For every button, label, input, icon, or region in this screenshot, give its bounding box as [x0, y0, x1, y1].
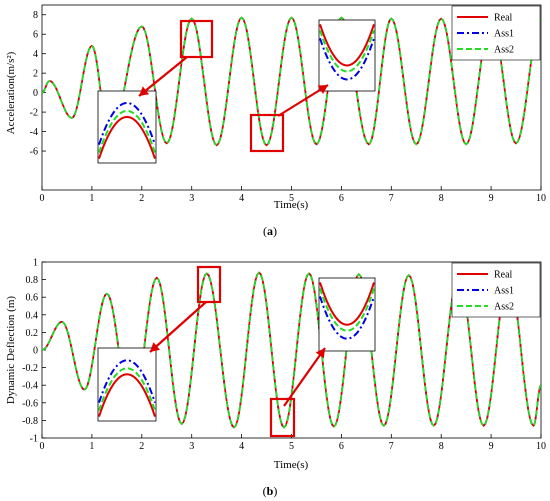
- y-tick-label: -4: [30, 127, 38, 138]
- x-tick-label: 10: [536, 441, 546, 452]
- y-tick-label: 6: [33, 30, 38, 41]
- y-tick-label: -0.4: [22, 381, 38, 392]
- deflection-chart: Dynamic Deflection (m) Time(s) (b) 0 1 2 3 4…: [5, 258, 546, 499]
- x-tick-label: 8: [439, 441, 444, 452]
- x-tick-label: 6: [339, 193, 344, 204]
- caption-a: (a): [263, 224, 277, 238]
- zoom-curve-real: [319, 23, 375, 67]
- zoom-arrowhead: [315, 348, 325, 359]
- zoom-panel: [318, 277, 376, 352]
- zoom-source-box: [249, 113, 285, 153]
- zoom-arrow: [138, 56, 188, 97]
- zoom-curve-ass1: [319, 296, 375, 340]
- x-tick-label: 3: [189, 193, 194, 204]
- zoom-arrowhead: [317, 85, 328, 94]
- x-axis-label-b: Time(s): [274, 459, 309, 471]
- y-tick-label: 2: [33, 69, 38, 80]
- x-tick-label: 7: [389, 441, 394, 452]
- x-tick-label: 4: [239, 193, 244, 204]
- legend: Real Ass1 Ass2: [451, 5, 541, 61]
- zoom-curve-real: [319, 282, 375, 326]
- x-tick-label: 0: [40, 193, 45, 204]
- y-tick-label: -0.6: [22, 398, 38, 409]
- x-tick-label: 4: [239, 441, 244, 452]
- y-tick-label: 8: [33, 10, 38, 21]
- zoom-panel: [97, 347, 157, 422]
- y-tick-label: -0.2: [22, 363, 38, 374]
- x-tick-label: 5: [289, 193, 294, 204]
- y-axis-label-a: Acceleration(m/s²): [5, 51, 17, 134]
- legend-label-ass2: Ass2: [494, 302, 514, 313]
- y-tick-label: -2: [30, 108, 38, 119]
- legend-box: [451, 262, 541, 318]
- y-tick-label: 0.2: [26, 328, 39, 339]
- zoom-inset-2: [249, 19, 376, 153]
- y-tick-label: -0.8: [22, 416, 38, 427]
- y-tick-label: -1: [30, 434, 38, 445]
- legend-label-ass1: Ass1: [494, 29, 514, 40]
- zoom-source-box: [179, 19, 214, 59]
- zoom-inset-1: [97, 19, 214, 164]
- x-tick-label: 9: [489, 193, 494, 204]
- x-tick-label: 2: [139, 441, 144, 452]
- zoom-curve-real: [98, 115, 156, 160]
- x-tick-label: 0: [40, 441, 45, 452]
- y-tick-label: 0: [33, 346, 38, 357]
- y-axis-label-b: Dynamic Deflection (m): [5, 296, 17, 404]
- zoom-inset-1: [97, 265, 222, 422]
- x-tick-label: 9: [489, 441, 494, 452]
- zoom-source-box: [196, 265, 222, 304]
- zoom-arrow: [277, 84, 329, 117]
- y-tick-label: 0.6: [26, 293, 39, 304]
- zoom-curve-real: [98, 373, 156, 417]
- zoom-panel: [97, 90, 157, 164]
- y-tick-label: -6: [30, 147, 38, 158]
- caption-b: (b): [263, 484, 278, 498]
- y-tick-label: 0: [33, 88, 38, 99]
- x-tick-label: 7: [389, 193, 394, 204]
- y-tick-label: 0.4: [26, 310, 39, 321]
- y-tick-label: 1: [33, 258, 38, 269]
- zoom-arrowhead: [139, 86, 150, 96]
- x-axis-label-a: Time(s): [274, 199, 309, 211]
- x-tick-label: 2: [139, 193, 144, 204]
- acceleration-chart: Acceleration(m/s²) Time(s) (a) 0 1 2 3 4 5 6 7 8…: [5, 4, 546, 238]
- legend: Real Ass1 Ass2: [451, 262, 541, 318]
- legend-label-ass2: Ass2: [494, 45, 514, 56]
- legend-label-real: Real: [494, 270, 513, 281]
- x-tick-label: 1: [89, 193, 94, 204]
- legend-label-ass1: Ass1: [494, 286, 514, 297]
- zoom-inset-2: [269, 277, 376, 438]
- zoom-arrow: [283, 347, 326, 407]
- x-tick-label: 8: [439, 193, 444, 204]
- y-tick-label: 0.8: [26, 275, 39, 286]
- zoom-source-box: [269, 397, 296, 438]
- x-tick-label: 1: [89, 441, 94, 452]
- legend-label-real: Real: [494, 13, 513, 24]
- zoom-curve-ass1: [98, 101, 156, 146]
- x-tick-label: 10: [536, 193, 546, 204]
- x-tick-label: 5: [289, 441, 294, 452]
- zoom-arrowhead: [150, 342, 160, 352]
- legend-box: [451, 5, 541, 61]
- zoom-arrow: [149, 301, 207, 353]
- y-tick-label: 4: [33, 49, 38, 60]
- zoom-curve-ass1: [319, 37, 375, 81]
- x-tick-label: 3: [189, 441, 194, 452]
- zoom-curve-ass1: [98, 359, 156, 403]
- x-tick-label: 6: [339, 441, 344, 452]
